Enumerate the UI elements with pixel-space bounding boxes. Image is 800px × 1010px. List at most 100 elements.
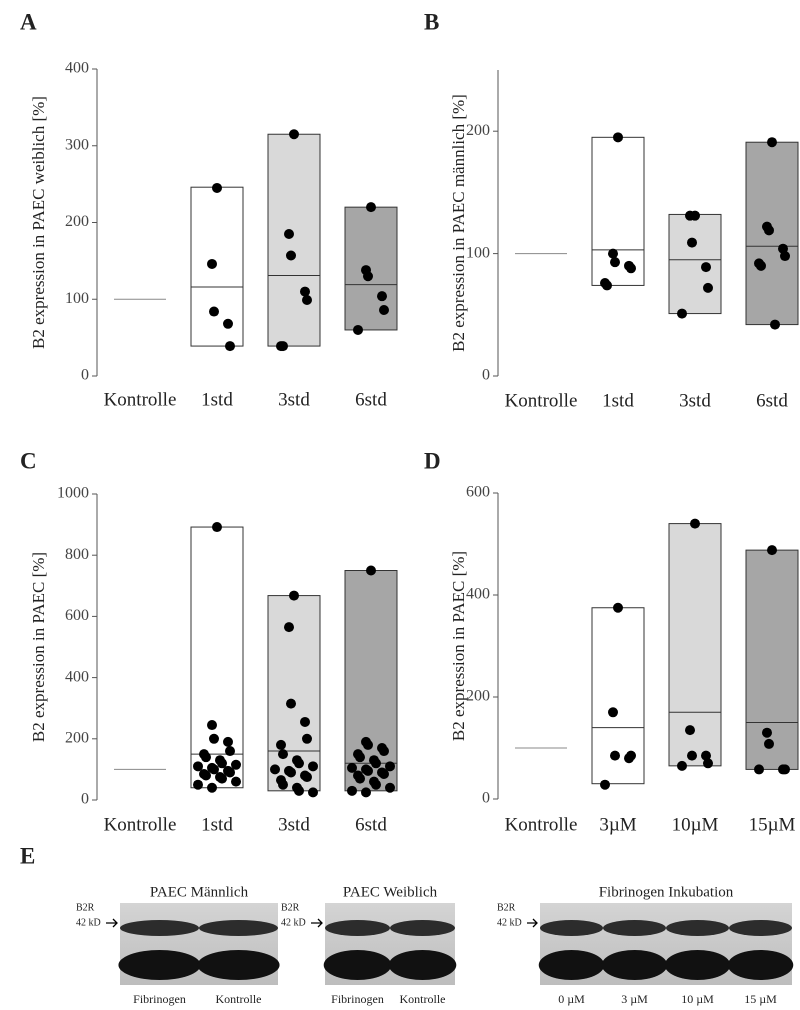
data-point (286, 767, 296, 777)
data-point (355, 752, 365, 762)
y-tick-label: 0 (81, 791, 89, 808)
y-tick-label: 200 (466, 688, 490, 705)
range-box (191, 527, 243, 788)
data-point (610, 257, 620, 267)
range-box (268, 134, 320, 346)
blot-size: 42 kD (281, 917, 306, 928)
data-point (294, 758, 304, 768)
blot-band (325, 920, 390, 936)
data-point (780, 251, 790, 261)
blot-arrow (527, 919, 537, 927)
data-point (600, 780, 610, 790)
data-point (207, 783, 217, 793)
data-point (347, 786, 357, 796)
range-box (669, 524, 721, 766)
data-point (284, 229, 294, 239)
panel-label: A (20, 9, 37, 34)
data-point (685, 725, 695, 735)
data-point (608, 249, 618, 259)
lane-label: 3 µM (621, 992, 648, 1006)
panel-label: B (424, 9, 439, 34)
range-box (345, 207, 397, 330)
y-axis-label: B2 expression in PAEC [%] (29, 552, 48, 742)
blot-band (324, 950, 392, 980)
data-point (231, 777, 241, 787)
lane-label: Fibrinogen (133, 992, 186, 1006)
y-tick-label: 400 (65, 60, 89, 77)
blot-band (728, 950, 794, 980)
data-point (289, 591, 299, 601)
data-point (363, 271, 373, 281)
data-point (302, 295, 312, 305)
y-tick-label: 1000 (57, 485, 89, 502)
blot-arrow (311, 919, 322, 927)
data-point (308, 761, 318, 771)
data-point (201, 771, 211, 781)
data-point (379, 305, 389, 315)
blot-band (729, 920, 792, 936)
data-point (626, 751, 636, 761)
data-point (377, 291, 387, 301)
x-tick-label: 3std (278, 814, 310, 835)
data-point (385, 783, 395, 793)
x-tick-label: Kontrolle (104, 814, 177, 835)
data-point (286, 251, 296, 261)
data-point (355, 774, 365, 784)
data-point (302, 734, 312, 744)
data-point (701, 262, 711, 272)
blot-band (665, 950, 731, 980)
x-tick-label: Kontrolle (104, 389, 177, 410)
panel-label: E (20, 843, 35, 868)
data-point (223, 737, 233, 747)
x-tick-label: 3std (278, 389, 310, 410)
x-tick-label: 1std (201, 814, 233, 835)
data-point (371, 758, 381, 768)
data-point (770, 320, 780, 330)
y-tick-label: 200 (466, 122, 490, 139)
x-tick-label: 1std (201, 389, 233, 410)
lane-label: 0 µM (558, 992, 585, 1006)
data-point (764, 739, 774, 749)
data-point (286, 699, 296, 709)
x-tick-label: Kontrolle (505, 390, 578, 411)
x-tick-label: 1std (602, 390, 634, 411)
range-box (746, 550, 798, 769)
data-point (703, 758, 713, 768)
data-point (780, 764, 790, 774)
x-tick-label: 6std (355, 389, 387, 410)
data-point (767, 137, 777, 147)
figure: AB2 expression in PAEC weiblich [%]01002… (0, 0, 800, 1010)
data-point (677, 761, 687, 771)
data-point (270, 764, 280, 774)
data-point (762, 728, 772, 738)
data-point (361, 787, 371, 797)
blot-size: 42 kD (76, 917, 101, 928)
blot-band (666, 920, 729, 936)
data-point (278, 780, 288, 790)
data-point (209, 307, 219, 317)
data-point (207, 720, 217, 730)
y-tick-label: 400 (65, 668, 89, 685)
data-point (225, 341, 235, 351)
data-point (302, 772, 312, 782)
data-point (217, 774, 227, 784)
y-tick-label: 600 (466, 484, 490, 501)
data-point (212, 183, 222, 193)
x-tick-label: 3std (679, 390, 711, 411)
data-point (289, 129, 299, 139)
data-point (201, 752, 211, 762)
blot-band (197, 950, 279, 980)
data-point (363, 766, 373, 776)
lane-label: Fibrinogen (331, 992, 384, 1006)
data-point (193, 780, 203, 790)
data-point (613, 603, 623, 613)
data-point (225, 767, 235, 777)
blot-band (120, 920, 199, 936)
y-tick-label: 0 (482, 367, 490, 384)
y-tick-label: 0 (482, 790, 490, 807)
data-point (353, 325, 363, 335)
data-point (754, 764, 764, 774)
y-tick-label: 400 (466, 586, 490, 603)
data-point (278, 341, 288, 351)
blot-marker: B2R (281, 902, 300, 913)
